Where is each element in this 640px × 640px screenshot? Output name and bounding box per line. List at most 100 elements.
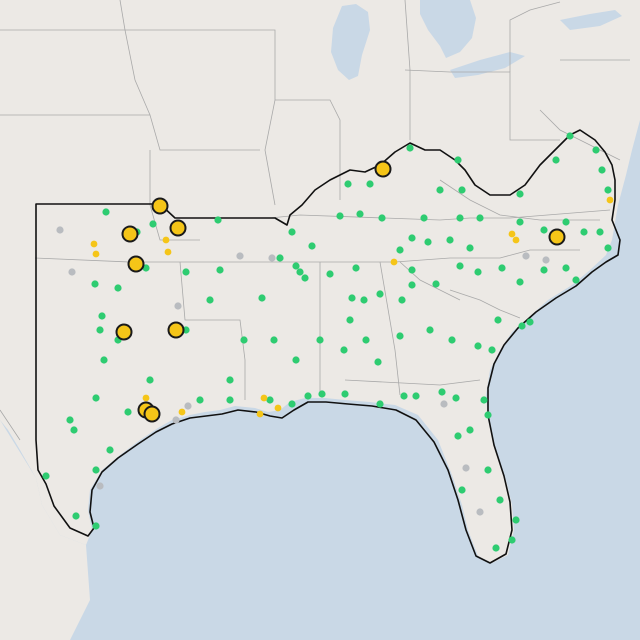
green-marker[interactable]	[592, 146, 600, 154]
green-marker[interactable]	[296, 268, 304, 276]
green-marker[interactable]	[362, 336, 370, 344]
green-marker[interactable]	[396, 246, 404, 254]
green-marker[interactable]	[100, 356, 108, 364]
green-marker[interactable]	[580, 228, 588, 236]
green-marker[interactable]	[454, 432, 462, 440]
green-marker[interactable]	[240, 336, 248, 344]
green-marker[interactable]	[226, 396, 234, 404]
gray-marker[interactable]	[440, 400, 448, 408]
gray-marker[interactable]	[236, 252, 244, 260]
yellow-marker[interactable]	[274, 404, 282, 412]
large-yellow-marker[interactable]	[548, 228, 566, 246]
yellow-marker[interactable]	[606, 196, 614, 204]
green-marker[interactable]	[426, 326, 434, 334]
green-marker[interactable]	[484, 466, 492, 474]
green-marker[interactable]	[456, 214, 464, 222]
green-marker[interactable]	[412, 392, 420, 400]
green-marker[interactable]	[562, 218, 570, 226]
green-marker[interactable]	[452, 394, 460, 402]
gray-marker[interactable]	[542, 256, 550, 264]
green-marker[interactable]	[318, 390, 326, 398]
green-marker[interactable]	[408, 281, 416, 289]
green-marker[interactable]	[356, 210, 364, 218]
green-marker[interactable]	[488, 346, 496, 354]
green-marker[interactable]	[458, 486, 466, 494]
green-marker[interactable]	[480, 396, 488, 404]
gray-marker[interactable]	[184, 402, 192, 410]
green-marker[interactable]	[408, 266, 416, 274]
green-marker[interactable]	[566, 132, 574, 140]
green-marker[interactable]	[448, 336, 456, 344]
gray-marker[interactable]	[96, 482, 104, 490]
yellow-marker[interactable]	[142, 394, 150, 402]
green-marker[interactable]	[326, 270, 334, 278]
green-marker[interactable]	[344, 180, 352, 188]
green-marker[interactable]	[70, 426, 78, 434]
green-marker[interactable]	[376, 290, 384, 298]
green-marker[interactable]	[474, 268, 482, 276]
green-marker[interactable]	[466, 244, 474, 252]
green-marker[interactable]	[498, 264, 506, 272]
green-marker[interactable]	[604, 186, 612, 194]
green-marker[interactable]	[540, 226, 548, 234]
large-yellow-marker[interactable]	[169, 219, 187, 237]
green-marker[interactable]	[424, 238, 432, 246]
green-marker[interactable]	[288, 228, 296, 236]
gray-marker[interactable]	[522, 252, 530, 260]
green-marker[interactable]	[348, 294, 356, 302]
green-marker[interactable]	[456, 262, 464, 270]
green-marker[interactable]	[42, 472, 50, 480]
green-marker[interactable]	[72, 512, 80, 520]
green-marker[interactable]	[446, 236, 454, 244]
green-marker[interactable]	[484, 411, 492, 419]
gray-marker[interactable]	[462, 464, 470, 472]
green-marker[interactable]	[124, 408, 132, 416]
yellow-marker[interactable]	[92, 250, 100, 258]
green-marker[interactable]	[340, 346, 348, 354]
yellow-marker[interactable]	[162, 236, 170, 244]
green-marker[interactable]	[92, 466, 100, 474]
green-marker[interactable]	[352, 264, 360, 272]
green-marker[interactable]	[149, 220, 157, 228]
green-marker[interactable]	[288, 400, 296, 408]
green-marker[interactable]	[114, 284, 122, 292]
gray-marker[interactable]	[172, 416, 180, 424]
yellow-marker[interactable]	[164, 248, 172, 256]
green-marker[interactable]	[266, 396, 274, 404]
green-marker[interactable]	[146, 376, 154, 384]
green-marker[interactable]	[292, 356, 300, 364]
green-marker[interactable]	[454, 156, 462, 164]
green-marker[interactable]	[308, 242, 316, 250]
green-marker[interactable]	[270, 336, 278, 344]
green-marker[interactable]	[258, 294, 266, 302]
green-marker[interactable]	[496, 496, 504, 504]
green-marker[interactable]	[206, 296, 214, 304]
green-marker[interactable]	[552, 156, 560, 164]
gray-marker[interactable]	[68, 268, 76, 276]
green-marker[interactable]	[518, 322, 526, 330]
green-marker[interactable]	[474, 342, 482, 350]
green-marker[interactable]	[492, 544, 500, 552]
green-marker[interactable]	[396, 332, 404, 340]
green-marker[interactable]	[301, 274, 309, 282]
green-marker[interactable]	[572, 276, 580, 284]
green-marker[interactable]	[476, 214, 484, 222]
gray-marker[interactable]	[268, 254, 276, 262]
green-marker[interactable]	[336, 212, 344, 220]
gray-marker[interactable]	[56, 226, 64, 234]
yellow-marker[interactable]	[508, 230, 516, 238]
green-marker[interactable]	[366, 180, 374, 188]
yellow-marker[interactable]	[256, 410, 264, 418]
yellow-marker[interactable]	[178, 408, 186, 416]
green-marker[interactable]	[516, 278, 524, 286]
green-marker[interactable]	[182, 268, 190, 276]
green-marker[interactable]	[216, 266, 224, 274]
green-marker[interactable]	[276, 254, 284, 262]
green-marker[interactable]	[400, 392, 408, 400]
green-marker[interactable]	[398, 296, 406, 304]
green-marker[interactable]	[406, 144, 414, 152]
green-marker[interactable]	[98, 312, 106, 320]
green-marker[interactable]	[596, 228, 604, 236]
large-yellow-marker[interactable]	[143, 405, 161, 423]
